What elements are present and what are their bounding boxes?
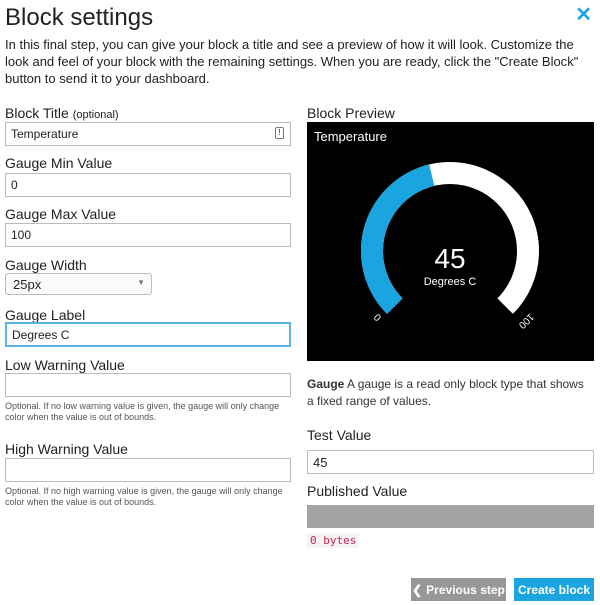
gauge-width-select[interactable]: 25px ▼: [5, 273, 152, 295]
gauge-min-input[interactable]: 0: [5, 173, 291, 197]
test-value-label: Test Value: [307, 427, 372, 443]
gauge-unit: Degrees C: [424, 276, 477, 288]
gauge-label-input[interactable]: Degrees C: [5, 322, 291, 347]
previous-step-button[interactable]: ❮ Previous step: [411, 578, 506, 601]
block-description: Gauge A gauge is a read only block type …: [307, 377, 584, 408]
high-warning-input[interactable]: [5, 458, 291, 482]
block-title-input[interactable]: Temperature!: [5, 122, 291, 146]
published-value-display: [307, 505, 594, 528]
block-preview-label: Block Preview: [307, 105, 395, 121]
published-value-label: Published Value: [307, 483, 408, 499]
chevron-left-icon: ❮: [412, 582, 423, 597]
low-warning-help: Optional. If no low warning value is giv…: [5, 401, 280, 422]
gauge-max-label: Gauge Max Value: [5, 206, 117, 222]
high-warning-label: High Warning Value: [5, 441, 128, 457]
high-warning-help: Optional. If no high warning value is gi…: [5, 486, 283, 507]
intro-text: In this final step, you can give your bl…: [5, 37, 579, 86]
block-preview: Temperature 45 Degrees C 0 100: [307, 122, 594, 361]
gauge-label-label: Gauge Label: [5, 307, 86, 323]
close-icon[interactable]: ✕: [575, 4, 592, 26]
block-title-label: Block Title (optional): [5, 105, 119, 121]
create-block-button[interactable]: Create block: [514, 578, 594, 601]
chevron-down-icon: ▼: [137, 278, 145, 287]
gauge-min-label: Gauge Min Value: [5, 155, 113, 171]
dialog-title: Block settings: [5, 4, 154, 31]
gauge-value: 45: [434, 243, 465, 274]
gauge-max-input[interactable]: 100: [5, 223, 291, 247]
gauge-fill: [361, 164, 435, 314]
test-value-input[interactable]: 45: [307, 450, 594, 474]
preview-title: Temperature: [314, 129, 387, 144]
low-warning-label: Low Warning Value: [5, 357, 125, 373]
gauge-max-tick: 100: [516, 311, 536, 331]
gauge-width-label: Gauge Width: [5, 257, 87, 273]
gauge-min-tick: 0: [371, 312, 383, 324]
low-warning-input[interactable]: [5, 373, 291, 397]
published-bytes: 0 bytes: [307, 533, 360, 548]
autofill-icon: !: [275, 127, 284, 139]
